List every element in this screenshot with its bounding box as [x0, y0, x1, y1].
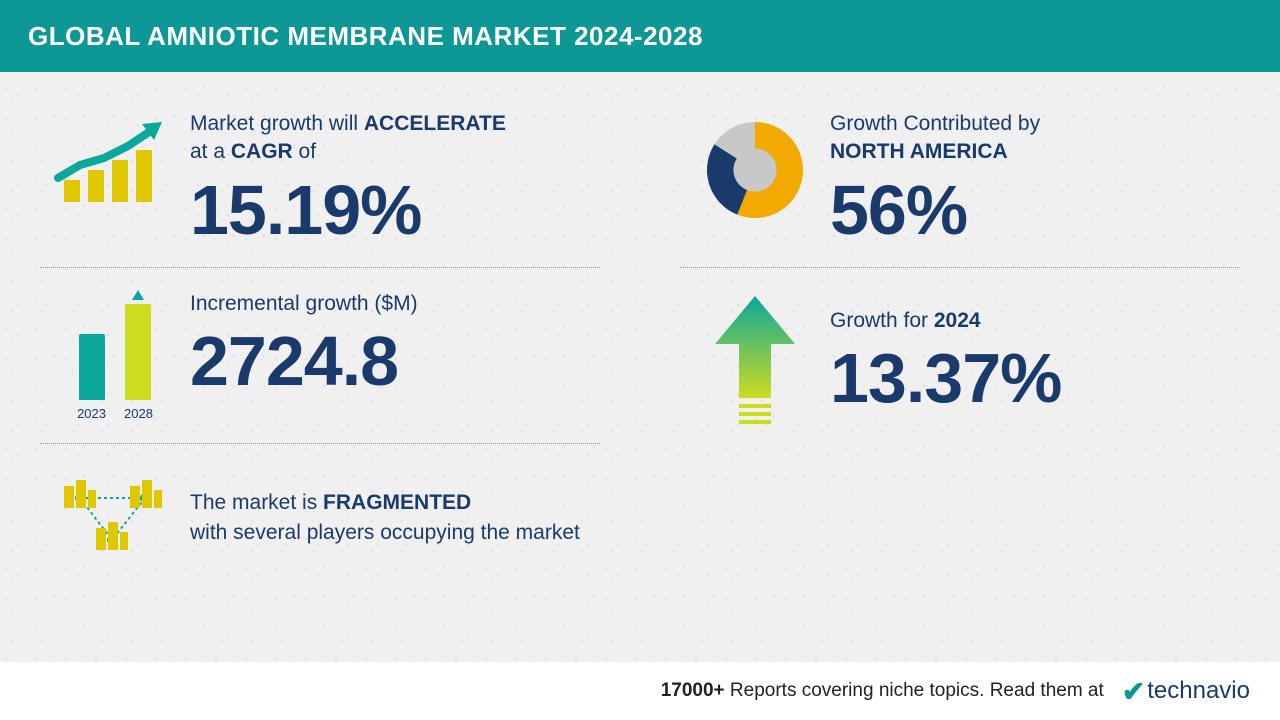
footer-count: 17000+	[661, 680, 725, 701]
region-label: Growth Contributed by NORTH AMERICA	[830, 110, 1240, 167]
logo-text: technavio	[1147, 677, 1250, 705]
divider	[40, 267, 600, 268]
year-growth-value: 13.37%	[830, 343, 1240, 413]
fragmented-bold: FRAGMENTED	[323, 491, 471, 514]
donut-chart-icon	[680, 110, 830, 230]
growth-chart-icon	[40, 110, 190, 220]
cagr-label-post: of	[293, 140, 316, 163]
left-column: Market growth will ACCELERATE at a CAGR …	[40, 92, 640, 662]
region-value: 56%	[830, 175, 1240, 245]
region-label-pre: Growth Contributed by	[830, 112, 1040, 135]
incremental-label: Incremental growth ($M)	[190, 290, 600, 318]
fragmented-block: The market is FRAGMENTED with several pl…	[40, 448, 600, 588]
footer-text: 17000+ Reports covering niche topics. Re…	[661, 680, 1104, 702]
cagr-label-bold: ACCELERATE	[364, 112, 506, 135]
divider	[40, 443, 600, 444]
fragmented-post: with several players occupying the marke…	[190, 521, 580, 544]
year-growth-pre: Growth for	[830, 309, 934, 332]
cagr-block: Market growth will ACCELERATE at a CAGR …	[40, 92, 600, 263]
cagr-label-mid: at a	[190, 140, 231, 163]
region-block: Growth Contributed by NORTH AMERICA 56%	[680, 92, 1240, 263]
fragmented-text: The market is FRAGMENTED with several pl…	[190, 488, 600, 547]
region-label-bold: NORTH AMERICA	[830, 140, 1008, 163]
up-arrow-icon	[680, 290, 830, 430]
year-growth-bold: 2024	[934, 309, 981, 332]
technavio-logo: ✔technavio	[1122, 675, 1250, 708]
incremental-bars-icon: 20232028	[40, 290, 190, 421]
fragmented-pre: The market is	[190, 491, 323, 514]
buildings-network-icon	[40, 468, 190, 568]
divider	[680, 267, 1240, 268]
incremental-value: 2724.8	[190, 326, 600, 396]
right-column: Growth Contributed by NORTH AMERICA 56%	[640, 92, 1240, 662]
logo-tick-icon: ✔	[1122, 675, 1145, 708]
footer-bar: 17000+ Reports covering niche topics. Re…	[0, 662, 1280, 720]
incremental-block: 20232028 Incremental growth ($M) 2724.8	[40, 272, 600, 439]
year-growth-block: Growth for 2024 13.37%	[680, 272, 1240, 448]
cagr-label: Market growth will ACCELERATE at a CAGR …	[190, 110, 600, 167]
footer-tagline: Reports covering niche topics. Read them…	[725, 680, 1104, 701]
cagr-label-bold2: CAGR	[231, 140, 293, 163]
cagr-value: 15.19%	[190, 175, 600, 245]
header-bar: GLOBAL AMNIOTIC MEMBRANE MARKET 2024-202…	[0, 0, 1280, 72]
cagr-label-pre: Market growth will	[190, 112, 364, 135]
content-area: Market growth will ACCELERATE at a CAGR …	[0, 72, 1280, 662]
year-growth-label: Growth for 2024	[830, 307, 1240, 335]
page-title: GLOBAL AMNIOTIC MEMBRANE MARKET 2024-202…	[28, 21, 703, 52]
